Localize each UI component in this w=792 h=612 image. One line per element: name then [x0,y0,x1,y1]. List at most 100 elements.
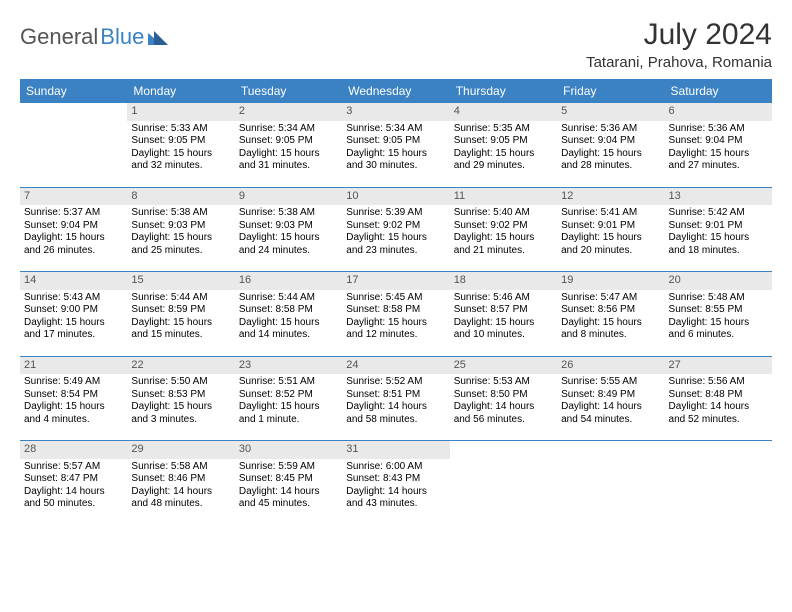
day-sunrise: Sunrise: 5:33 AM [131,123,230,136]
day-sunset: Sunset: 8:57 PM [454,304,553,317]
calendar-cell: 28Sunrise: 5:57 AMSunset: 8:47 PMDayligh… [20,441,127,525]
day-number: 27 [665,357,772,375]
day-dl1: Daylight: 14 hours [561,401,660,414]
calendar-cell: 10Sunrise: 5:39 AMSunset: 9:02 PMDayligh… [342,188,449,272]
day-sunrise: Sunrise: 5:46 AM [454,292,553,305]
day-sunrise: Sunrise: 5:35 AM [454,123,553,136]
day-sunrise: Sunrise: 5:57 AM [24,461,123,474]
day-sunrise: Sunrise: 5:37 AM [24,207,123,220]
day-dl1: Daylight: 14 hours [454,401,553,414]
day-number: 10 [342,188,449,206]
day-sunrise: Sunrise: 5:42 AM [669,207,768,220]
calendar-cell: 16Sunrise: 5:44 AMSunset: 8:58 PMDayligh… [235,272,342,356]
day-dl1: Daylight: 14 hours [24,486,123,499]
day-sunset: Sunset: 9:03 PM [131,220,230,233]
day-dl1: Daylight: 15 hours [239,232,338,245]
day-number: 28 [20,441,127,459]
day-dl2: and 30 minutes. [346,160,445,173]
day-dl2: and 18 minutes. [669,245,768,258]
day-number: 21 [20,357,127,375]
day-sunrise: Sunrise: 5:38 AM [239,207,338,220]
day-sunset: Sunset: 9:05 PM [454,135,553,148]
calendar-cell: 5Sunrise: 5:36 AMSunset: 9:04 PMDaylight… [557,103,664,187]
day-dl2: and 12 minutes. [346,329,445,342]
day-number: 4 [450,103,557,121]
calendar-table: Sunday Monday Tuesday Wednesday Thursday… [20,79,772,525]
day-dl2: and 21 minutes. [454,245,553,258]
day-sunset: Sunset: 9:02 PM [346,220,445,233]
calendar-cell: 7Sunrise: 5:37 AMSunset: 9:04 PMDaylight… [20,188,127,272]
day-number: 25 [450,357,557,375]
day-dl2: and 8 minutes. [561,329,660,342]
calendar-week-row: 14Sunrise: 5:43 AMSunset: 9:00 PMDayligh… [20,272,772,356]
day-dl2: and 28 minutes. [561,160,660,173]
calendar-cell: 3Sunrise: 5:34 AMSunset: 9:05 PMDaylight… [342,103,449,187]
day-number: 16 [235,272,342,290]
day-dl1: Daylight: 15 hours [131,317,230,330]
day-dl1: Daylight: 15 hours [669,317,768,330]
day-dl2: and 48 minutes. [131,498,230,511]
day-dl2: and 24 minutes. [239,245,338,258]
day-sunrise: Sunrise: 5:45 AM [346,292,445,305]
day-dl2: and 58 minutes. [346,414,445,427]
day-dl2: and 23 minutes. [346,245,445,258]
day-number: 3 [342,103,449,121]
day-dl1: Daylight: 14 hours [346,401,445,414]
calendar-cell: 22Sunrise: 5:50 AMSunset: 8:53 PMDayligh… [127,357,234,441]
calendar-cell: 14Sunrise: 5:43 AMSunset: 9:00 PMDayligh… [20,272,127,356]
day-dl2: and 25 minutes. [131,245,230,258]
day-dl2: and 1 minute. [239,414,338,427]
day-dl1: Daylight: 15 hours [454,232,553,245]
day-sunset: Sunset: 9:05 PM [239,135,338,148]
day-sunrise: Sunrise: 5:48 AM [669,292,768,305]
day-dl1: Daylight: 15 hours [24,401,123,414]
day-dl2: and 17 minutes. [24,329,123,342]
calendar-cell: 6Sunrise: 5:36 AMSunset: 9:04 PMDaylight… [665,103,772,187]
day-sunrise: Sunrise: 5:55 AM [561,376,660,389]
calendar-cell: 4Sunrise: 5:35 AMSunset: 9:05 PMDaylight… [450,103,557,187]
day-sunset: Sunset: 8:46 PM [131,473,230,486]
day-sunset: Sunset: 9:04 PM [561,135,660,148]
calendar-cell: 2Sunrise: 5:34 AMSunset: 9:05 PMDaylight… [235,103,342,187]
header: GeneralBlue July 2024 Tatarani, Prahova,… [20,18,772,71]
day-sunrise: Sunrise: 5:59 AM [239,461,338,474]
calendar-week-row: 7Sunrise: 5:37 AMSunset: 9:04 PMDaylight… [20,188,772,272]
logo-text-gray: General [20,24,98,50]
day-header: Tuesday [235,79,342,103]
day-number: 20 [665,272,772,290]
day-header: Saturday [665,79,772,103]
day-number: 6 [665,103,772,121]
day-dl2: and 14 minutes. [239,329,338,342]
calendar-cell: 19Sunrise: 5:47 AMSunset: 8:56 PMDayligh… [557,272,664,356]
day-sunset: Sunset: 8:54 PM [24,389,123,402]
day-sunrise: Sunrise: 5:43 AM [24,292,123,305]
calendar-body: 1Sunrise: 5:33 AMSunset: 9:05 PMDaylight… [20,103,772,525]
day-sunset: Sunset: 9:01 PM [669,220,768,233]
day-dl1: Daylight: 14 hours [131,486,230,499]
day-sunset: Sunset: 9:00 PM [24,304,123,317]
day-sunrise: Sunrise: 5:44 AM [131,292,230,305]
day-sunrise: Sunrise: 5:52 AM [346,376,445,389]
day-sunrise: Sunrise: 5:58 AM [131,461,230,474]
calendar-thead: Sunday Monday Tuesday Wednesday Thursday… [20,79,772,103]
day-sunrise: Sunrise: 5:44 AM [239,292,338,305]
day-sunset: Sunset: 8:59 PM [131,304,230,317]
day-sunset: Sunset: 9:04 PM [669,135,768,148]
day-sunset: Sunset: 9:05 PM [346,135,445,148]
day-number: 8 [127,188,234,206]
day-dl1: Daylight: 15 hours [454,317,553,330]
day-dl1: Daylight: 15 hours [561,232,660,245]
day-dl2: and 45 minutes. [239,498,338,511]
day-dl1: Daylight: 15 hours [239,401,338,414]
calendar-cell: 26Sunrise: 5:55 AMSunset: 8:49 PMDayligh… [557,357,664,441]
day-sunrise: Sunrise: 5:36 AM [669,123,768,136]
day-dl1: Daylight: 15 hours [239,317,338,330]
day-dl1: Daylight: 15 hours [131,401,230,414]
day-number: 12 [557,188,664,206]
day-dl1: Daylight: 15 hours [346,317,445,330]
calendar-cell: 25Sunrise: 5:53 AMSunset: 8:50 PMDayligh… [450,357,557,441]
calendar-week-row: 28Sunrise: 5:57 AMSunset: 8:47 PMDayligh… [20,441,772,525]
logo: GeneralBlue [20,18,168,50]
day-dl2: and 20 minutes. [561,245,660,258]
calendar-cell [450,441,557,525]
